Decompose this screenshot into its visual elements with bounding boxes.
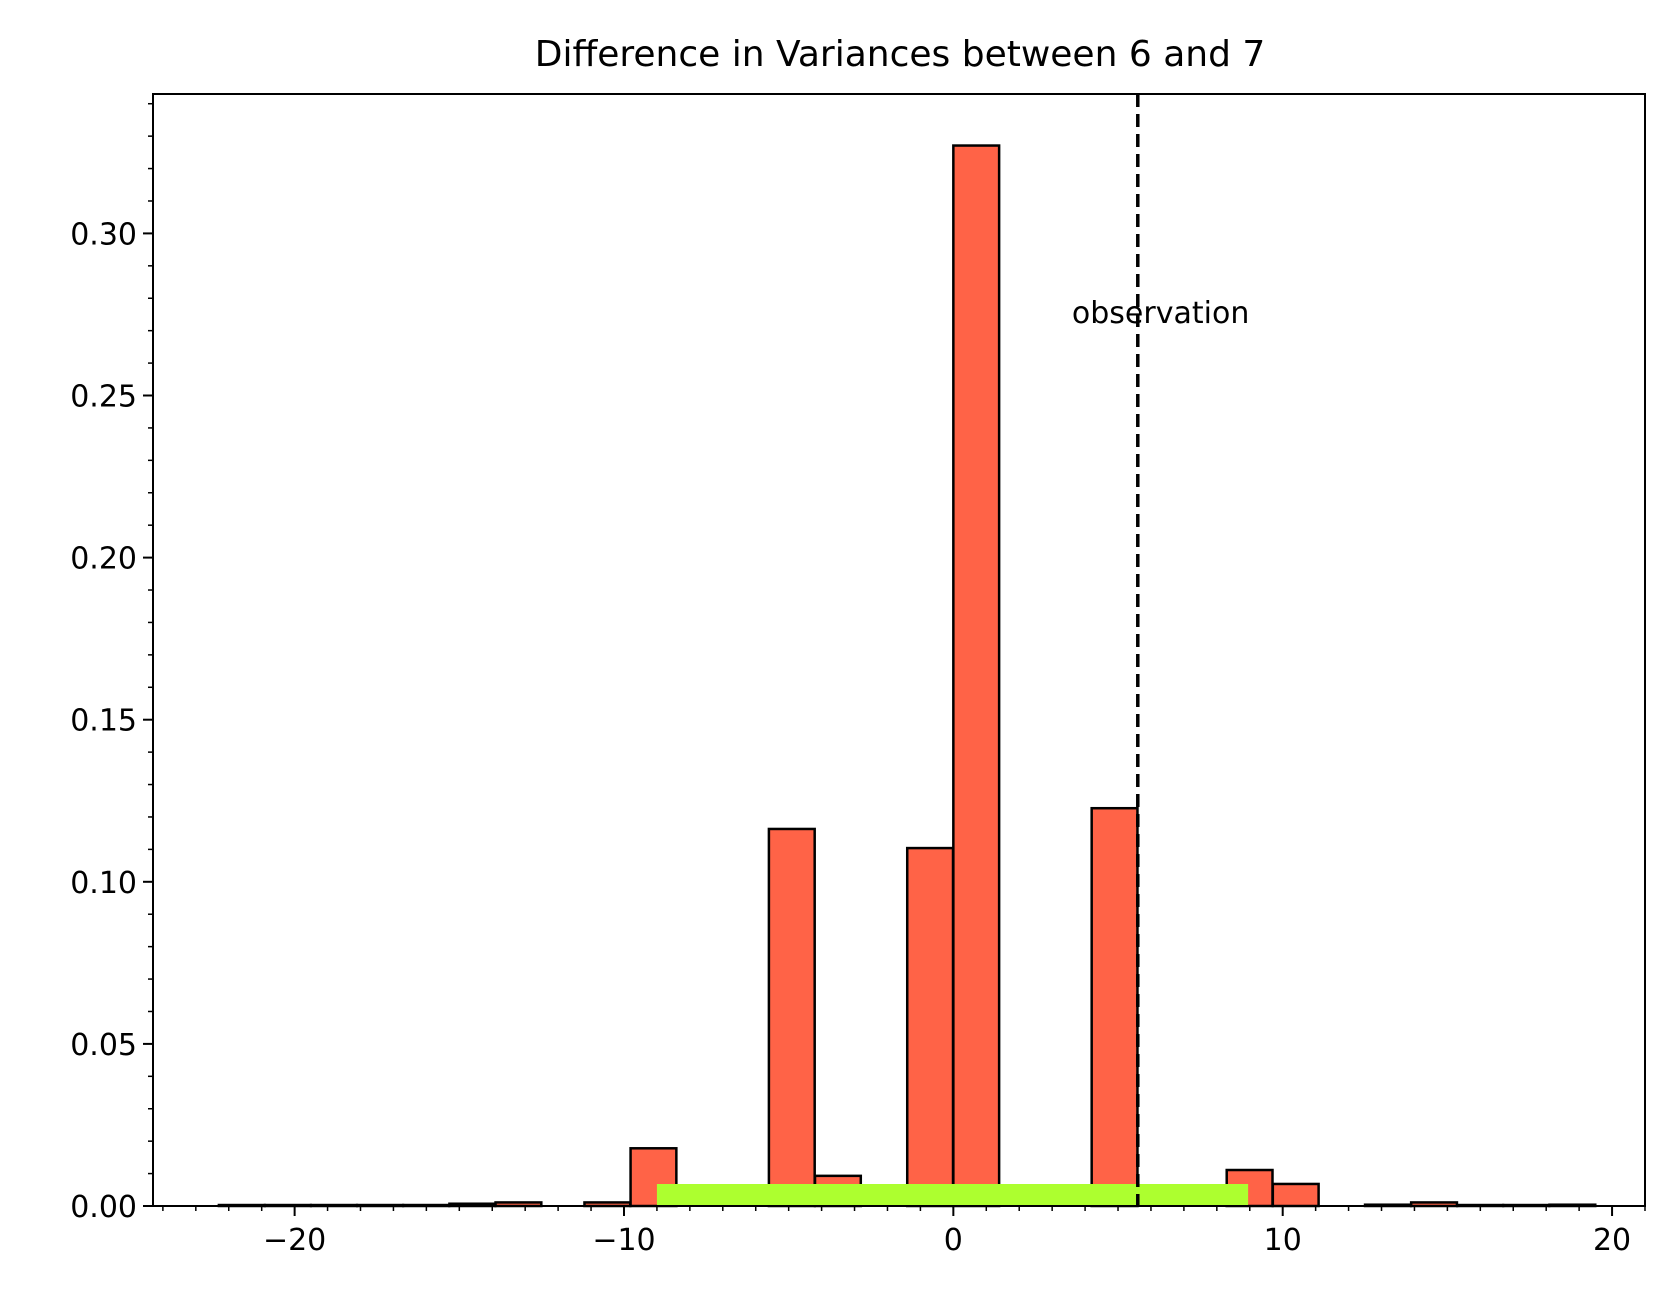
histogram-bar	[952, 144, 1001, 1208]
histogram-bar	[1271, 1182, 1320, 1208]
y-tick-label: 0.20	[70, 542, 137, 577]
x-axis: −20 −10 0 10 20	[162, 1206, 1646, 1258]
observation-layer: observation	[1072, 94, 1249, 1206]
y-tick-label: 0.10	[70, 866, 137, 901]
histogram-bar	[905, 846, 955, 1208]
chart-title: Difference in Variances between 6 and 7	[535, 34, 1266, 75]
x-tick-label: 10	[1264, 1223, 1302, 1258]
y-tick-label: 0.15	[70, 704, 137, 739]
x-tick-label: 20	[1593, 1223, 1631, 1258]
x-tick-label: −20	[263, 1223, 326, 1258]
y-tick-label: 0.05	[70, 1028, 137, 1063]
x-tick-label: 0	[944, 1223, 963, 1258]
y-tick-label: 0.00	[70, 1190, 137, 1225]
histogram-bar	[767, 827, 816, 1208]
observation-label: observation	[1072, 296, 1249, 331]
y-axis: 0.00 0.05 0.10 0.15 0.20 0.25 0.30	[70, 102, 153, 1225]
bars-layer	[217, 144, 1597, 1208]
interval-layer	[656, 1184, 1249, 1206]
y-tick-label: 0.25	[70, 380, 137, 415]
confidence-interval-band	[656, 1184, 1249, 1206]
histogram-bar	[1090, 806, 1139, 1208]
y-tick-label: 0.30	[70, 217, 137, 252]
x-tick-label: −10	[592, 1223, 655, 1258]
plot-frame	[152, 93, 1646, 1207]
